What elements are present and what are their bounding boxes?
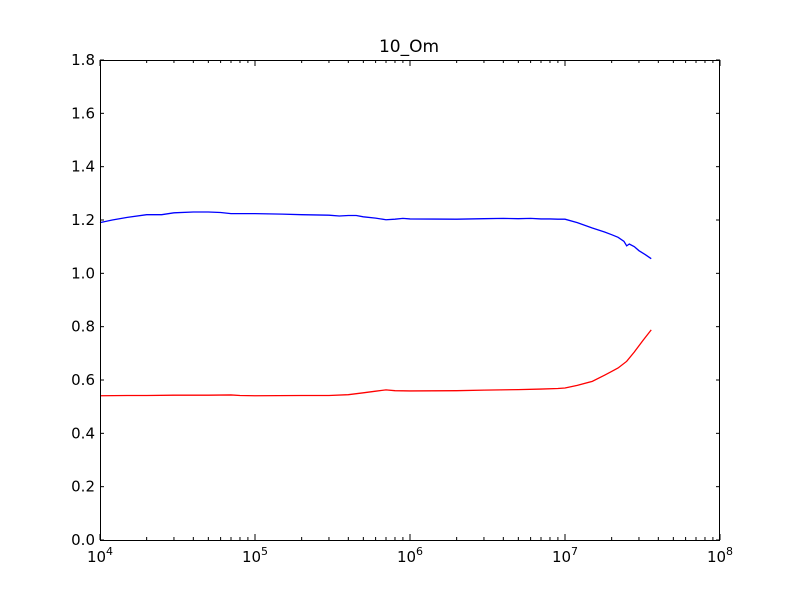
y-tick-label: 0.4 bbox=[71, 424, 95, 442]
x-tick-base: 10 bbox=[707, 548, 726, 566]
y-tick-labels: 0.0 0.2 0.4 0.6 0.8 1.0 1.2 1.4 1.6 1.8 bbox=[71, 51, 95, 549]
y-tick-label: 1.8 bbox=[71, 51, 95, 69]
series-line-2 bbox=[99, 329, 652, 397]
y-tick-label: 0.8 bbox=[71, 318, 95, 336]
x-tick-base: 10 bbox=[242, 548, 261, 566]
x-tick-exponent: 7 bbox=[571, 545, 578, 558]
y-tick-label: 1.6 bbox=[71, 104, 95, 122]
x-tick-base: 10 bbox=[552, 548, 571, 566]
x-tick-label: 104 bbox=[87, 545, 113, 566]
ticks-layer bbox=[99, 59, 721, 541]
y-tick-label: 0.2 bbox=[71, 478, 95, 496]
x-tick-exponent: 4 bbox=[106, 545, 113, 558]
x-tick-exponent: 5 bbox=[261, 545, 268, 558]
y-tick-label: 0.6 bbox=[71, 371, 95, 389]
x-tick-base: 10 bbox=[397, 548, 416, 566]
series-layer bbox=[99, 211, 652, 397]
x-tick-exponent: 8 bbox=[726, 545, 733, 558]
x-tick-exponent: 6 bbox=[416, 545, 423, 558]
series-line-1 bbox=[99, 211, 652, 260]
x-tick-label: 108 bbox=[707, 545, 733, 566]
x-tick-labels: 104 105 106 107 108 bbox=[87, 545, 733, 566]
x-tick-label: 105 bbox=[242, 545, 268, 566]
y-tick-label: 1.4 bbox=[71, 158, 95, 176]
plot-frame bbox=[100, 60, 720, 541]
x-tick-base: 10 bbox=[87, 548, 106, 566]
y-tick-label: 1.2 bbox=[71, 211, 95, 229]
x-tick-label: 106 bbox=[397, 545, 423, 566]
y-tick-label: 1.0 bbox=[71, 264, 95, 282]
y-tick-label: 0.0 bbox=[71, 531, 95, 549]
x-tick-label: 107 bbox=[552, 545, 578, 566]
chart-title: 10_Om bbox=[379, 37, 439, 57]
